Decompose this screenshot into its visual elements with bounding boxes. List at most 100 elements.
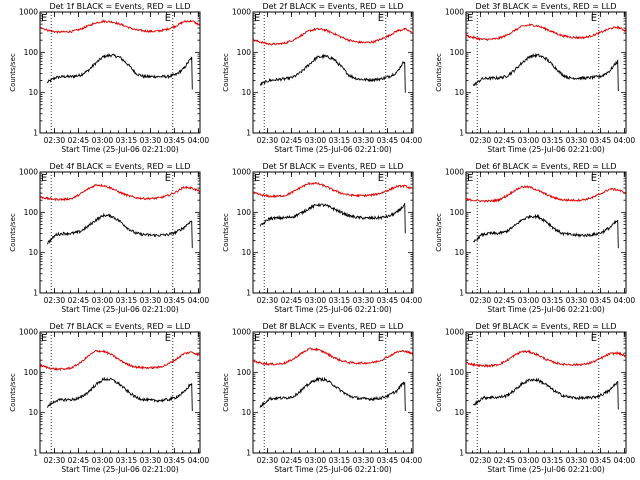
x-axis-label: Start Time (25-Jul-06 02:21:00) [487,305,604,314]
x-tick-label: 04:00 [614,456,636,465]
event-marker-label: E [467,173,473,184]
chart-panel-det-4: Det 4f BLACK = Events, RED = LLD 1 10 100 10… [9,162,209,314]
event-marker-label: E [591,173,597,184]
x-tick-label: 03:00 [518,456,540,465]
x-tick-label: 03:30 [140,456,162,465]
x-tick-label: 03:45 [377,136,399,145]
y-tick-label: 100 [24,208,39,217]
x-axis-label: Start Time (25-Jul-06 02:21:00) [487,145,604,154]
x-tick-label: 03:45 [164,456,186,465]
x-axis-label: Start Time (25-Jul-06 02:21:00) [274,305,391,314]
y-tick-label: 10 [241,408,251,417]
y-axis-label: Counts/sec [222,373,230,412]
x-tick-label: 02:30 [44,456,66,465]
y-tick-label: 10 [454,408,464,417]
x-axis-label: Start Time (25-Jul-06 02:21:00) [61,305,178,314]
chart-panel-det-5: Det 5f BLACK = Events, RED = LLD 1 10 100 10… [222,162,422,314]
y-tick-label: 1000 [19,168,38,177]
x-tick-label: 02:45 [68,136,90,145]
x-tick-label: 03:00 [305,296,327,305]
y-axis-label: Counts/sec [435,53,443,92]
y-tick-label: 1000 [232,328,251,337]
x-tick-label: 02:45 [281,296,303,305]
panel-title: Det 2f BLACK = Events, RED = LLD [262,2,403,11]
x-axis-label: Start Time (25-Jul-06 02:21:00) [61,145,178,154]
event-marker-label: E [591,333,597,344]
y-tick-label: 100 [237,368,252,377]
y-tick-label: 1 [246,129,251,138]
x-tick-label: 04:00 [188,296,210,305]
chart-panel-det-9: Det 9f BLACK = Events, RED = LLD 1 10 100 10… [435,322,635,474]
y-tick-label: 1000 [445,328,464,337]
panel-title: Det 1f BLACK = Events, RED = LLD [49,2,190,11]
plot-frame [39,331,201,454]
y-tick-label: 1 [33,129,38,138]
event-marker-label: E [165,333,171,344]
lld-series-line [39,349,200,372]
event-marker-label: E [254,173,260,184]
x-tick-label: 03:30 [566,296,588,305]
event-marker-label: E [254,13,260,24]
x-axis-label: Start Time (25-Jul-06 02:21:00) [487,465,604,474]
chart-panel-det-8: Det 8f BLACK = Events, RED = LLD 1 10 100 10… [222,322,422,474]
x-tick-label: 03:00 [92,456,114,465]
x-tick-label: 03:45 [590,136,612,145]
x-tick-label: 04:00 [188,456,210,465]
plot-frame [252,11,414,134]
panel-title: Det 7f BLACK = Events, RED = LLD [49,322,190,331]
x-tick-label: 04:00 [188,136,210,145]
lld-series-line [465,184,626,203]
y-tick-label: 10 [454,248,464,257]
x-tick-label: 03:00 [305,136,327,145]
x-tick-label: 03:00 [92,296,114,305]
x-tick-label: 02:30 [257,456,279,465]
events-series-line [46,53,193,90]
x-tick-label: 03:15 [329,456,351,465]
x-tick-label: 03:30 [566,136,588,145]
chart-panel-det-3: Det 3f BLACK = Events, RED = LLD 1 10 100 10… [435,2,635,154]
x-tick-label: 04:00 [614,136,636,145]
x-tick-label: 02:30 [470,456,492,465]
x-tick-label: 03:15 [542,296,564,305]
y-tick-label: 1 [459,449,464,458]
x-tick-label: 04:00 [614,296,636,305]
x-tick-label: 02:45 [494,296,516,305]
lld-series-line [252,27,413,46]
y-tick-label: 100 [24,48,39,57]
panel-title: Det 8f BLACK = Events, RED = LLD [262,322,403,331]
plot-frame [39,171,201,294]
y-axis-label: Counts/sec [435,373,443,412]
plot-frame [252,331,414,454]
event-marker-label: E [378,173,384,184]
lld-series-line [465,23,627,42]
y-tick-label: 10 [28,88,38,97]
x-tick-label: 03:45 [377,456,399,465]
x-tick-label: 03:30 [140,296,162,305]
y-tick-label: 1 [33,449,38,458]
x-tick-label: 03:15 [542,136,564,145]
event-marker-label: E [591,13,597,24]
lld-series-line [465,349,626,369]
events-series-line [472,213,619,249]
x-tick-label: 03:30 [353,456,375,465]
y-tick-label: 100 [450,368,465,377]
chart-panel-det-1: Det 1f BLACK = Events, RED = LLD 1 10 100 10… [9,2,209,154]
x-tick-label: 02:45 [494,136,516,145]
x-tick-label: 02:45 [281,136,303,145]
event-marker-label: E [41,333,47,344]
x-tick-label: 02:30 [470,296,492,305]
event-marker-label: E [378,333,384,344]
plot-frame [465,331,627,454]
x-tick-label: 04:00 [401,456,423,465]
x-tick-label: 04:00 [401,136,423,145]
x-tick-label: 04:00 [401,296,423,305]
panel-title: Det 5f BLACK = Events, RED = LLD [262,162,403,171]
events-series-line [472,377,619,410]
x-tick-label: 03:45 [377,296,399,305]
events-series-line [46,376,193,412]
y-tick-label: 10 [28,408,38,417]
panel-title: Det 4f BLACK = Events, RED = LLD [49,162,190,171]
x-tick-label: 03:30 [140,136,162,145]
plot-frame [39,11,201,134]
x-tick-label: 03:15 [116,136,138,145]
